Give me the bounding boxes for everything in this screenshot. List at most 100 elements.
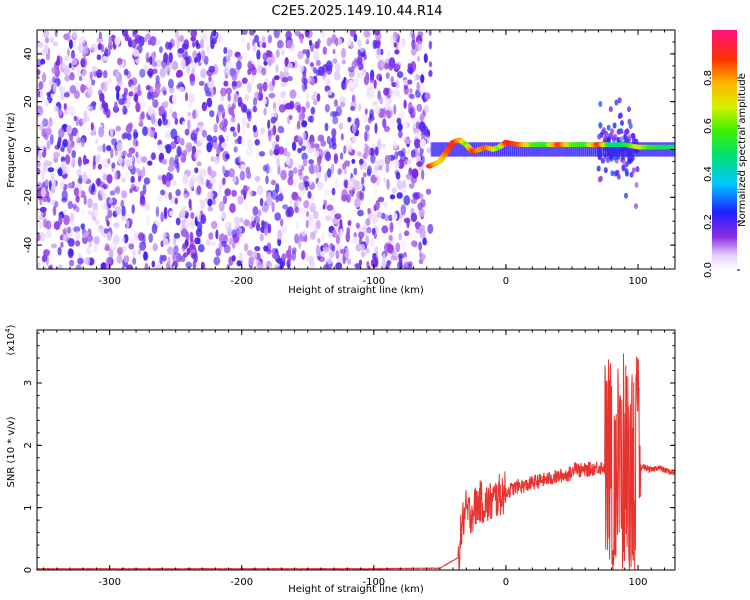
spectrogram-cell [392,140,398,150]
spectrogram-cell [157,118,162,127]
spectrogram-cell [327,168,332,178]
spectrogram-cell [317,66,325,76]
spectrogram-cell [155,219,160,226]
spectrogram-cell [101,56,109,62]
spectrogram-cell [307,215,312,224]
spectrogram-cell [197,237,201,245]
spectrogram-cell [164,131,171,139]
spectrogram-cell [607,142,610,157]
spectrogram-cell [395,242,400,253]
spectrogram-cell [315,150,320,158]
spectrogram-cell [70,58,78,66]
spectrogram-cell [57,109,64,116]
spectrogram-cell [310,224,317,232]
spectrogram-cell [206,238,210,247]
spectrogram-cell [41,170,45,181]
spectrogram-cell [346,138,353,148]
spectrogram-cell [133,94,137,102]
spectrogram-cell [146,215,151,226]
spectrogram-cell [134,37,140,44]
spectrogram-cell [147,126,152,137]
spectrogram-cell [627,106,631,113]
spectrogram-cell [165,262,170,269]
spectrogram-cell [169,210,174,217]
spectrogram-cell [416,161,423,167]
spectrogram-cell [515,142,519,157]
spectrogram-cell [107,158,111,165]
spectrogram-cell [100,262,107,269]
spectrogram-cell [416,103,423,112]
spectrogram-cell [256,184,264,196]
spectrogram-cell [117,247,123,256]
spectrogram-cell [577,142,581,157]
spectrogram-cell [259,197,264,207]
spectrogram-cell [225,87,233,95]
spectrogram-cell [76,64,80,75]
spectrogram-cell [247,68,252,76]
spectrogram-cell [367,207,371,215]
spectrogram-cell [347,66,355,73]
spectrogram-cell [102,143,106,153]
spectrogram-cell [302,131,307,142]
spectrogram-cell [332,58,338,64]
spectrogram-cell [275,134,280,142]
spectrogram-cell [378,165,383,171]
spectrogram-cell [309,202,316,213]
spectrogram-cell [182,58,186,70]
spectrogram-cell [75,132,80,142]
spectrogram-cell [352,123,357,134]
spectrogram-cell [340,47,347,59]
spectrogram-cell [167,246,174,255]
spectrogram-cell [126,99,131,109]
spectrogram-cell [80,137,86,148]
spectrogram-cell [143,251,148,261]
spectrogram-cell [629,171,634,178]
spectrogram-cell [207,198,213,207]
spectrogram-cell [297,163,302,170]
spectrogram-cell [117,57,123,66]
spectrogram-cell [374,30,381,36]
spectrogram-cell [320,140,327,147]
spectrogram-cell [359,158,365,164]
spectrogram-cell [361,176,365,185]
spectrogram-cell [410,149,416,158]
colorbar: 0.0 0.2 0.4 0.6 0.8 Normalized spectral ampl… [703,30,748,278]
spectrogram-cell [325,215,332,222]
spectrogram-cell [192,109,196,119]
spectrogram-cell [135,151,139,158]
spectrogram-cell [103,183,109,190]
spectrogram-cell [44,179,49,187]
spectrogram-cell [42,218,48,229]
spectrogram-cell [196,185,201,193]
spectrogram-cell [521,142,525,157]
spectrogram-cell [298,64,305,73]
spectrogram-cell [390,34,396,44]
spectrogram-cell [620,142,624,157]
spectrogram-cell [332,48,336,55]
spectrogram-cell [68,259,75,267]
spectrogram-cell [162,174,167,185]
spectrogram-cell [393,104,397,115]
spectrogram-cell [394,49,400,55]
spectrogram-cell [385,262,390,269]
spectrogram-cell [185,92,188,102]
spectrogram-cell [396,71,404,79]
spectrogram-cell [313,99,318,106]
spectrogram-cell [45,36,49,44]
spectrogram-cell [404,138,412,144]
spectrogram-cell [353,179,360,191]
spectrogram-cell [358,103,362,112]
spectrogram-cell [198,80,205,86]
spectrogram-cell [300,145,306,151]
spectrogram-cell [53,151,61,158]
spectrogram-cell [46,160,53,167]
spectrogram-cell [307,191,312,199]
spectrogram-cell [420,74,425,84]
spectrogram-cell [370,153,376,164]
svg-text:(x104): (x104) [4,324,17,355]
spectrogram-cell [201,49,206,60]
spectrogram-cell [210,241,216,247]
spectrogram-cell [331,34,337,44]
spectrogram-cell [138,121,144,127]
spectrogram-cell [49,134,54,145]
